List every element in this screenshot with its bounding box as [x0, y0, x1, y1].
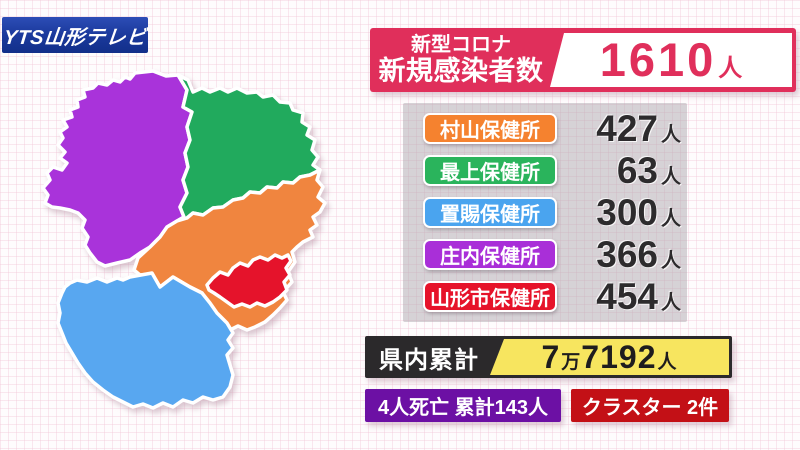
cumulative-man-value: 7 — [541, 339, 561, 375]
table-row: 最上保健所 63 人 — [403, 152, 687, 189]
new-infections-unit: 人 — [718, 55, 743, 82]
header-label-line2: 新規感染者数 — [378, 56, 544, 87]
cumulative-rest-value: 7192 — [581, 339, 657, 375]
value-shonai: 366 人 — [596, 234, 681, 275]
table-row: 庄内保健所 366 人 — [403, 236, 687, 273]
badge-murayama: 村山保健所 — [423, 113, 557, 144]
new-infections-count: 1610 — [599, 33, 717, 86]
cumulative-bar: 県内累計 7 万 7192 人 — [365, 336, 732, 378]
value-okitama: 300 人 — [596, 192, 681, 233]
value-yamagata-city: 454 人 — [596, 276, 681, 317]
value-mogami: 63 人 — [616, 150, 681, 191]
badge-mogami: 最上保健所 — [423, 155, 557, 186]
header-label: 新型コロナ 新規感染者数 — [370, 28, 552, 92]
health-office-table: 村山保健所 427 人 最上保健所 63 人 置賜保健所 300 人 庄内保健所 36… — [403, 103, 687, 322]
table-row: 山形市保健所 454 人 — [403, 278, 687, 315]
badge-yamagata-city: 山形市保健所 — [423, 281, 557, 312]
cumulative-label: 県内累計 — [379, 346, 479, 374]
cumulative-man-unit: 万 — [561, 352, 581, 373]
deaths-box: 4人死亡 累計143人 — [365, 389, 561, 422]
badge-okitama: 置賜保健所 — [423, 197, 557, 228]
map-region-yamagata-city — [205, 253, 293, 309]
header-label-line1: 新型コロナ — [411, 33, 511, 56]
header-new-infections: 新型コロナ 新規感染者数 1610 人 — [370, 28, 796, 92]
value-murayama: 427 人 — [596, 108, 681, 149]
table-row: 置賜保健所 300 人 — [403, 194, 687, 231]
station-logo-text: YTS山形テレビ — [2, 26, 148, 49]
map-region-okitama — [56, 271, 235, 410]
badge-shonai: 庄内保健所 — [423, 239, 557, 270]
cumulative-count-box: 7 万 7192 人 — [490, 339, 729, 375]
cumulative-unit: 人 — [657, 352, 677, 373]
clusters-box: クラスター 2件 — [571, 389, 729, 422]
header-count-box: 1610 人 — [550, 33, 792, 87]
station-logo: YTS山形テレビ — [2, 17, 148, 53]
table-row: 村山保健所 427 人 — [403, 110, 687, 147]
